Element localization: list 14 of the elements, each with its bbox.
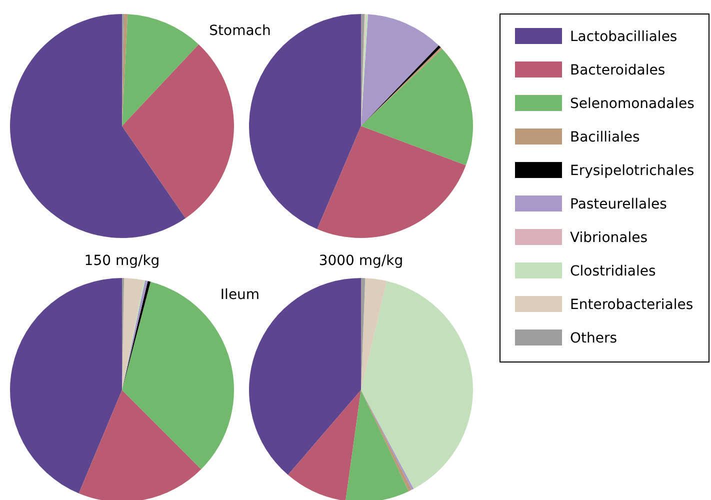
legend-label: Bacilliales [570,130,640,146]
legend-label: Enterobacteriales [570,297,694,313]
text: 3000 mg/kg [318,253,404,269]
legend-label: Bacteroidales [570,62,666,78]
text: Ileum [220,287,260,303]
legend-label: Pasteurellales [570,196,667,212]
text: 150 mg/kg [84,253,160,269]
legend-label: Lactobacilliales [570,29,678,45]
legend-label: Clostridiales [570,264,656,280]
text: Stomach [209,23,271,39]
legend-label: Others [570,330,618,346]
legend-label: Erysipelotrichales [570,163,694,179]
legend-label: Selenomonadales [570,96,694,112]
legend-label: Vibrionales [570,230,648,246]
